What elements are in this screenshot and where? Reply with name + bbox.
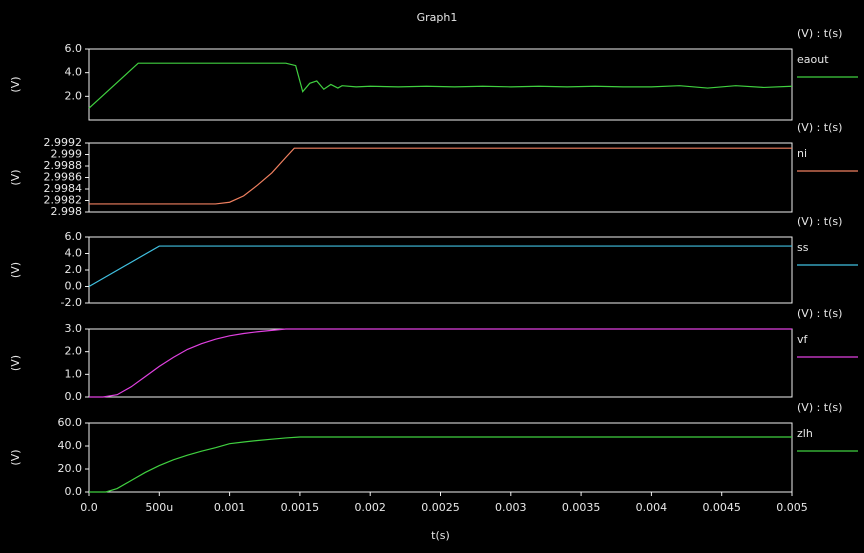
- legend-label: ss: [797, 241, 809, 254]
- x-tick-label: 0.005: [776, 501, 808, 514]
- y-tick-label: 20.0: [58, 462, 83, 475]
- legend-header: (V) : t(s): [797, 401, 842, 414]
- data-line: [89, 436, 792, 493]
- y-tick-label: 6.0: [65, 42, 83, 55]
- y-tick-label: 60.0: [58, 416, 83, 429]
- y-tick-label: 4.0: [65, 247, 83, 260]
- y-tick-label: 2.9986: [44, 171, 83, 184]
- y-tick-label: 3.0: [65, 322, 83, 335]
- y-tick-label: 0.0: [65, 390, 83, 403]
- y-axis-label: (V): [9, 355, 22, 371]
- data-line: [88, 62, 793, 109]
- data-line: [89, 328, 792, 398]
- plot-frame: [88, 422, 793, 493]
- y-axis-label: (V): [9, 449, 22, 465]
- y-tick-label: 2.0: [65, 345, 83, 358]
- legend-label: ni: [797, 147, 807, 160]
- y-tick-label: 0.0: [65, 485, 83, 498]
- y-tick-label: 2.999: [51, 148, 83, 161]
- legend-label: eaout: [797, 53, 829, 66]
- y-tick-label: 6.0: [65, 230, 83, 243]
- plot-frame: [88, 48, 793, 121]
- legend-label: zlh: [797, 427, 813, 440]
- plot-frame: [88, 236, 793, 304]
- x-tick-label: 0.0015: [281, 501, 320, 514]
- y-tick-label: 4.0: [65, 66, 83, 79]
- legend-header: (V) : t(s): [797, 307, 842, 320]
- x-tick-label: 0.003: [495, 501, 527, 514]
- y-tick-label: 2.9984: [44, 182, 83, 195]
- legend-label: vf: [797, 333, 809, 346]
- data-line: [89, 147, 792, 205]
- legend-header: (V) : t(s): [797, 121, 842, 134]
- x-tick-label: 0.0045: [702, 501, 741, 514]
- y-tick-label: 1.0: [65, 367, 83, 380]
- chart-title: Graph1: [417, 11, 458, 24]
- x-tick-label: 0.0035: [562, 501, 601, 514]
- x-tick-label: 0.002: [354, 501, 386, 514]
- y-tick-label: 2.0: [65, 89, 83, 102]
- plot-frame: [88, 328, 793, 398]
- y-axis-label: (V): [9, 262, 22, 278]
- y-tick-label: 2.0: [65, 263, 83, 276]
- y-tick-label: 2.9992: [44, 136, 83, 149]
- data-line: [88, 245, 792, 288]
- y-tick-label: 40.0: [58, 439, 83, 452]
- y-tick-label: 2.9988: [44, 159, 83, 172]
- x-tick-label: 0.001: [214, 501, 246, 514]
- y-tick-label: 0.0: [65, 280, 83, 293]
- plot-frame: [88, 142, 793, 213]
- y-axis-label: (V): [9, 76, 22, 92]
- x-tick-label: 0.0025: [421, 501, 460, 514]
- x-axis-label: t(s): [431, 529, 450, 542]
- y-tick-label: 2.9982: [44, 194, 83, 207]
- x-tick-label: 0.004: [636, 501, 668, 514]
- y-tick-label: -2.0: [61, 296, 82, 309]
- legend-header: (V) : t(s): [797, 27, 842, 40]
- legend-header: (V) : t(s): [797, 215, 842, 228]
- y-axis-label: (V): [9, 169, 22, 185]
- y-tick-label: 2.998: [51, 205, 83, 218]
- x-tick-label: 500u: [145, 501, 173, 514]
- x-tick-label: 0.0: [80, 501, 98, 514]
